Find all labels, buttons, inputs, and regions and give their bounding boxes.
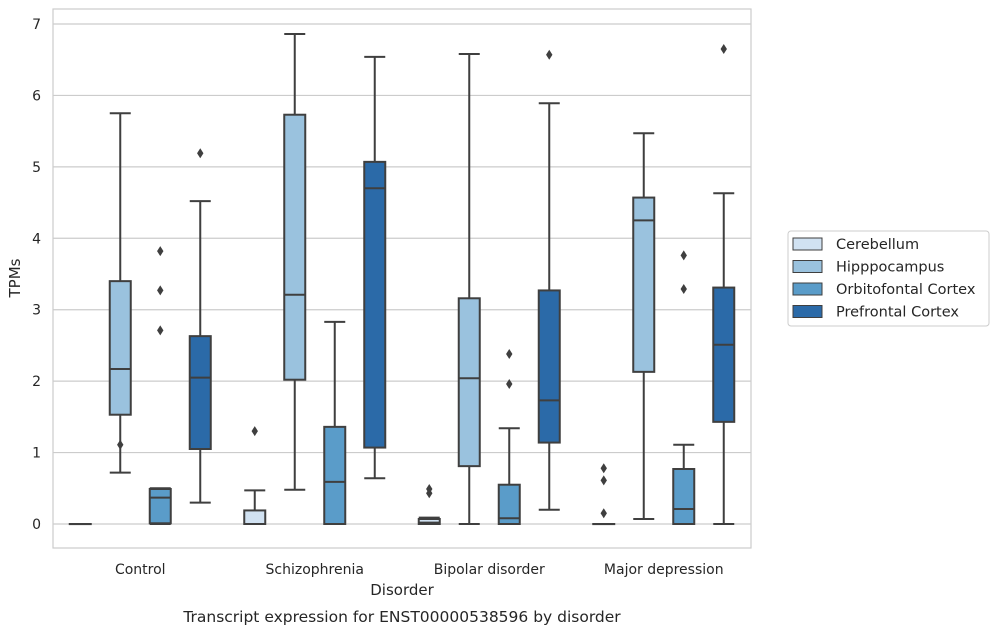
outlier-point: [197, 148, 204, 159]
iqr-box: [497, 483, 521, 526]
legend-swatch: [792, 282, 823, 296]
y-tick-label: 1: [32, 446, 41, 462]
y-tick-labels: 0 1 2 3 4 5 6 7: [32, 17, 41, 533]
outlier-point: [600, 463, 607, 474]
iqr-box: [632, 196, 656, 373]
box-cerebellum-1: [243, 426, 267, 525]
outlier-point: [157, 325, 164, 336]
box-hipppocampus-1: [283, 33, 307, 491]
box-prefrontal-cortex-1: [363, 55, 387, 480]
outlier-point: [680, 284, 687, 294]
box-prefrontal-cortex-2: [537, 49, 561, 511]
box-hipppocampus-2: [457, 53, 481, 525]
box-orbitofontal-cortex-1: [323, 320, 347, 526]
iqr-box: [323, 425, 347, 526]
legend-frame: [787, 230, 990, 327]
outlier-point: [600, 508, 607, 519]
legend-label: Hipppocampus: [836, 260, 944, 276]
boxes: [68, 33, 736, 526]
outlier-point: [546, 49, 553, 60]
outlier-point: [600, 475, 607, 486]
y-axis-label: TPMs: [6, 258, 24, 298]
y-tick-label: 6: [32, 88, 41, 104]
box-prefrontal-cortex-0: [188, 148, 212, 504]
outlier-point: [251, 426, 258, 437]
legend-label: Cerebellum: [836, 237, 919, 253]
outlier-point: [680, 250, 687, 261]
x-axis-label: Disorder: [370, 581, 434, 599]
legend-label: Orbitofontal Cortex: [836, 282, 976, 298]
outlier-point: [157, 285, 164, 296]
iqr-box: [537, 289, 561, 444]
x-tick-label: Control: [115, 562, 166, 578]
y-tick-label: 7: [32, 17, 41, 33]
box-cerebellum-2: [417, 484, 441, 525]
outlier-point: [506, 349, 513, 359]
x-tick-label: Bipolar disorder: [434, 562, 545, 578]
outlier-point: [506, 379, 513, 389]
box-cerebellum-3: [592, 463, 616, 526]
iqr-box: [148, 488, 172, 525]
iqr-box: [108, 280, 132, 416]
y-tick-label: 0: [32, 517, 41, 533]
x-tick-label: Major depression: [604, 562, 724, 578]
box-hipppocampus-0: [108, 112, 132, 474]
x-tick-labels: Control Schizophrenia Bipolar disorder Majo…: [115, 562, 724, 578]
box-orbitofontal-cortex-2: [497, 349, 521, 526]
y-tick-label: 5: [32, 160, 41, 176]
y-tick-label: 2: [32, 374, 41, 390]
legend: Cerebellum Hipppocampus Orbitofontal Corte…: [787, 230, 990, 327]
plot-frame: [52, 8, 752, 549]
iqr-box: [417, 518, 441, 525]
legend-label: Prefrontal Cortex: [836, 305, 959, 321]
iqr-box: [283, 113, 307, 381]
legend-swatch: [792, 237, 823, 251]
gridlines: [53, 23, 751, 525]
box-orbitofontal-cortex-0: [148, 246, 172, 525]
x-tick-label: Schizophrenia: [266, 562, 364, 578]
iqr-box: [672, 468, 696, 525]
outlier-point: [720, 44, 727, 54]
box-hipppocampus-3: [632, 132, 656, 520]
outlier-point: [117, 439, 124, 450]
iqr-box: [712, 286, 736, 423]
box-orbitofontal-cortex-3: [672, 250, 696, 525]
box-prefrontal-cortex-3: [712, 44, 736, 525]
legend-swatch: [792, 260, 823, 273]
iqr-box: [243, 509, 267, 525]
iqr-box: [188, 335, 212, 450]
y-tick-label: 4: [32, 231, 41, 247]
outlier-point: [426, 484, 433, 494]
chart-caption: Transcript expression for ENST0000053859…: [182, 608, 621, 626]
outlier-point: [157, 246, 164, 257]
iqr-box: [363, 160, 387, 449]
y-tick-label: 3: [32, 303, 41, 319]
iqr-box: [457, 297, 481, 468]
legend-swatch: [792, 305, 823, 318]
